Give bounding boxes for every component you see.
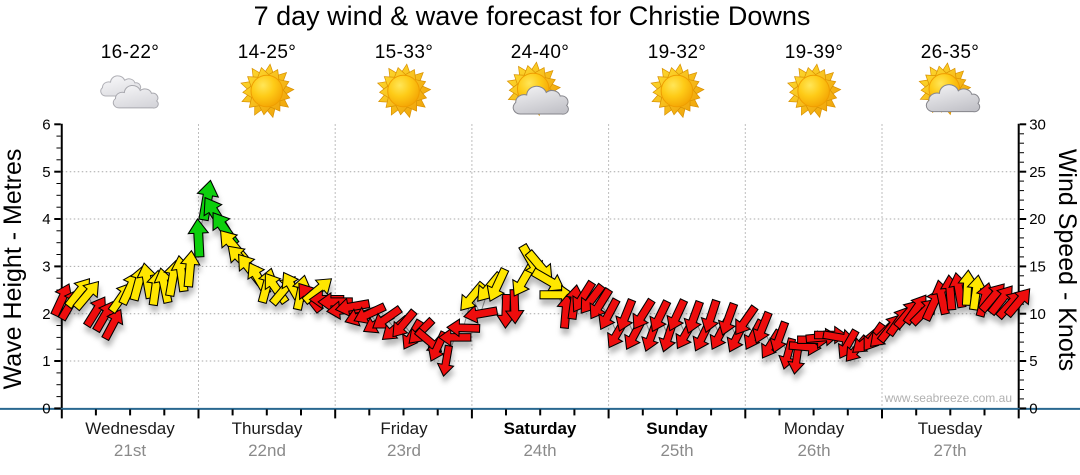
svg-text:5: 5 <box>42 164 50 181</box>
svg-text:30: 30 <box>1029 117 1046 134</box>
svg-text:1: 1 <box>42 353 50 370</box>
svg-text:4: 4 <box>42 211 50 228</box>
svg-text:20: 20 <box>1029 211 1046 228</box>
svg-text:15: 15 <box>1029 259 1046 276</box>
svg-text:3: 3 <box>42 259 50 276</box>
svg-text:2: 2 <box>42 306 50 323</box>
svg-text:5: 5 <box>1029 353 1037 370</box>
svg-text:6: 6 <box>42 117 50 134</box>
svg-text:25: 25 <box>1029 164 1046 181</box>
svg-text:0: 0 <box>42 401 50 418</box>
svg-text:10: 10 <box>1029 306 1046 323</box>
svg-text:0: 0 <box>1029 401 1037 418</box>
